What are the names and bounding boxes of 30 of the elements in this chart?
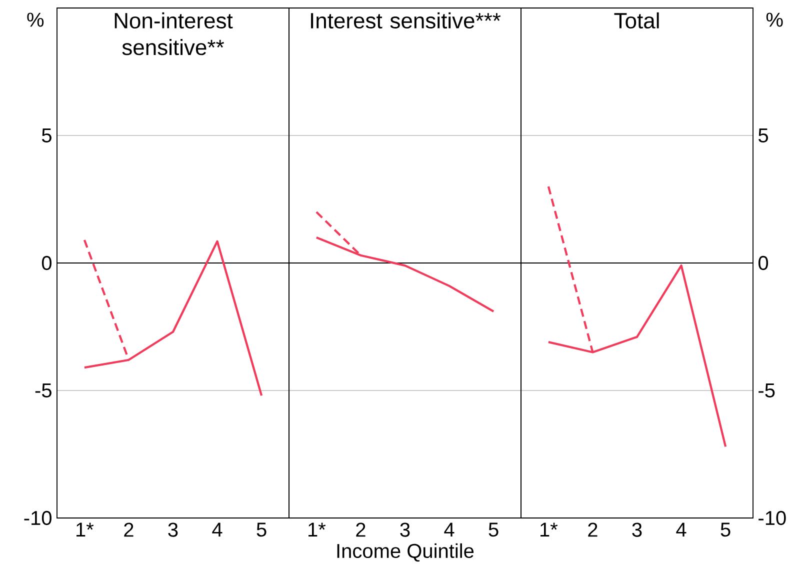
x-tick-label: 1* [76,522,94,536]
x-axis-title: Income Quintile [337,543,474,562]
y-tick-label: 5 [758,128,768,142]
x-tick-label: 1* [308,522,326,536]
chart-title: Interest sensitive*** [311,12,501,29]
y-tick-label: -5 [35,384,52,398]
y-tick-label: -10 [758,510,786,526]
x-tick-label: 2 [588,522,598,537]
chart-title: Total [614,12,659,29]
x-tick-label: 4 [212,522,222,536]
x-tick-label: 5 [488,522,498,537]
x-tick-label: 4 [676,522,686,536]
y-axis-title: % [27,12,44,27]
x-tick-label: 3 [632,522,642,537]
x-tick-label: 2 [124,522,134,537]
text: Non-interest sensitive** [114,12,233,56]
y-tick-label: 0 [758,256,768,270]
x-tick-label: 5 [720,522,730,537]
y-tick-label: -5 [758,384,775,398]
x-tick-label: 5 [256,522,266,537]
x-tick-label: 4 [444,522,454,536]
line-series [83,240,263,397]
y-axis-title: % [766,12,783,27]
x-tick-label: 2 [356,522,366,537]
y-tick-label: 5 [42,128,52,142]
y-tick-label: -10 [24,510,52,526]
x-tick-label: 3 [168,522,178,537]
x-tick-label: 3 [400,522,410,537]
y-tick-label: 0 [42,256,52,270]
x-tick-label: 1* [540,522,558,536]
